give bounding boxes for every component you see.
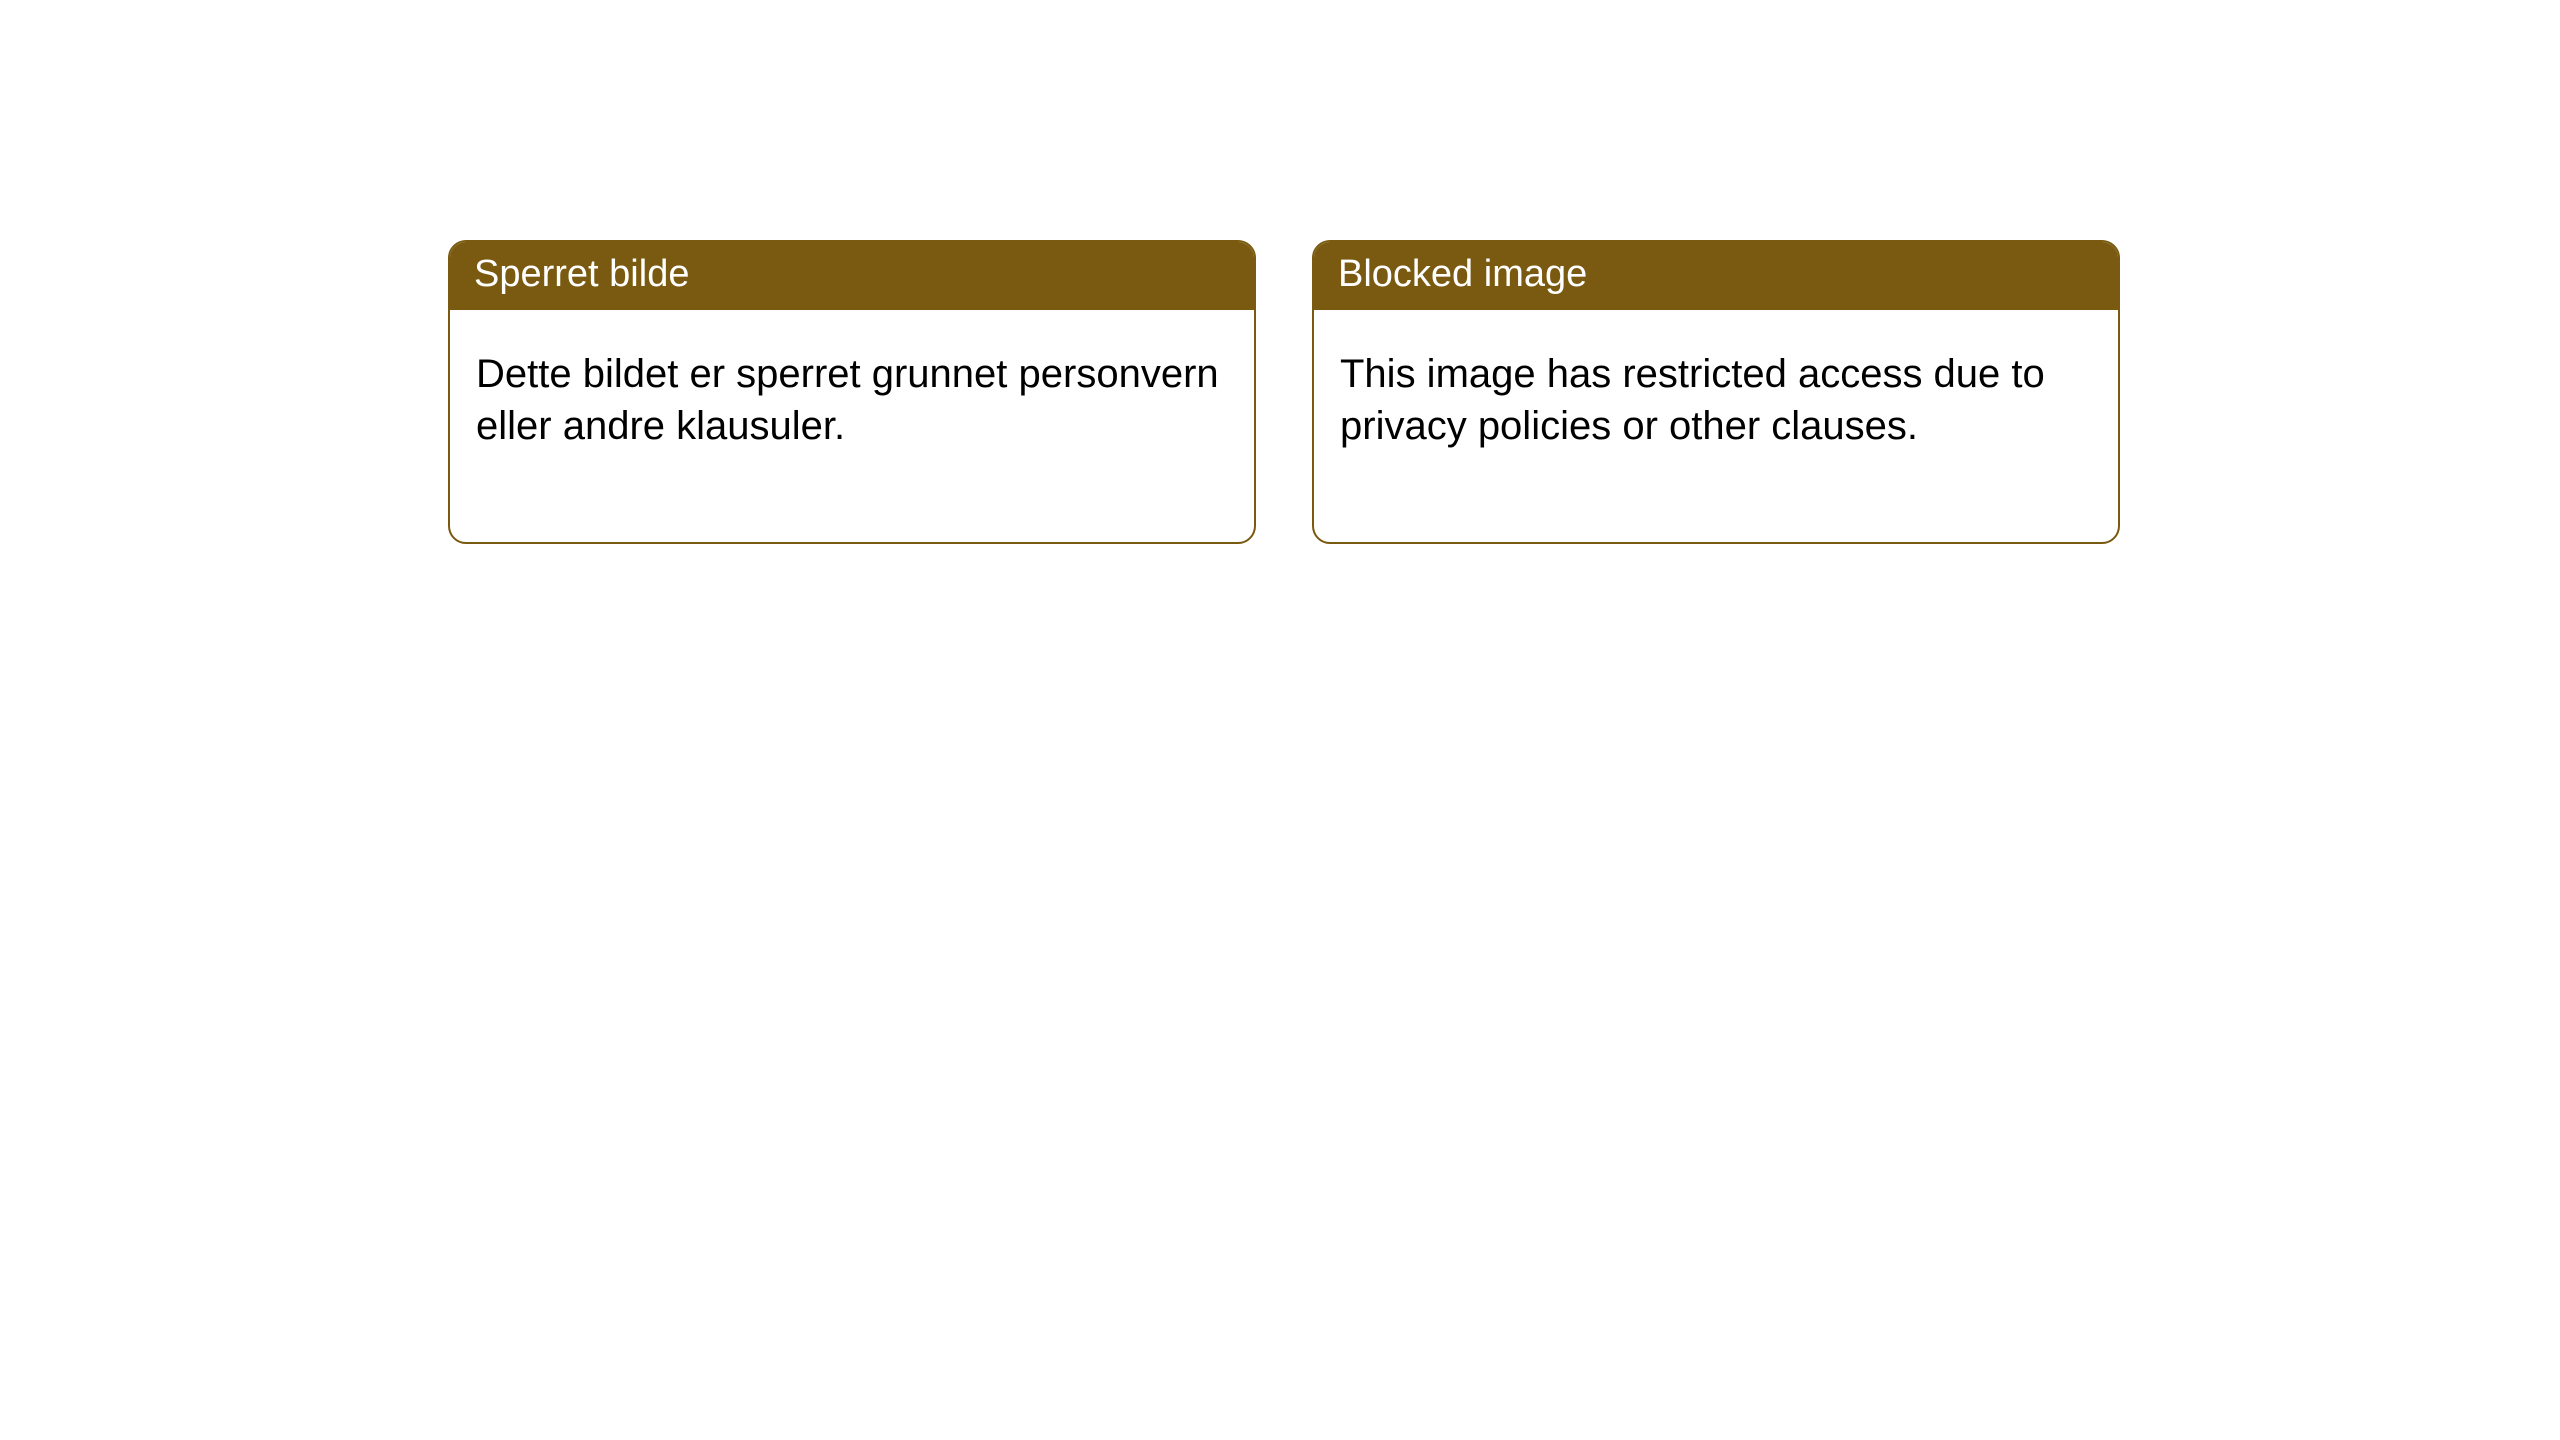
notice-body: Dette bildet er sperret grunnet personve… [450,310,1254,542]
notice-header: Sperret bilde [450,242,1254,310]
notice-container: Sperret bilde Dette bildet er sperret gr… [0,0,2560,544]
notice-box-norwegian: Sperret bilde Dette bildet er sperret gr… [448,240,1256,544]
notice-box-english: Blocked image This image has restricted … [1312,240,2120,544]
notice-body: This image has restricted access due to … [1314,310,2118,542]
notice-header: Blocked image [1314,242,2118,310]
